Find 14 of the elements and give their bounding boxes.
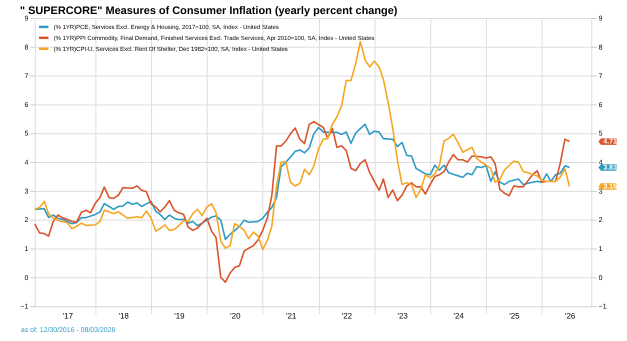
x-tick-label: '17 [62,312,74,321]
x-tick-label: '21 [286,312,297,321]
line-series [34,120,570,284]
x-tick-label: '23 [397,312,408,321]
line-series [34,124,570,240]
x-tick-label: '25 [509,312,520,321]
x-tick-label: '20 [230,312,242,321]
x-tick-label: '22 [342,312,353,321]
x-tick-label: '26 [564,312,576,321]
line-series [34,40,570,250]
x-tick-label: '18 [118,312,130,321]
x-tick-label: '24 [453,312,464,321]
x-tick-label: '19 [174,312,186,321]
chart-title: " SUPERCORE" Measures of Consumer Inflation (yearly percent change) [20,4,398,17]
